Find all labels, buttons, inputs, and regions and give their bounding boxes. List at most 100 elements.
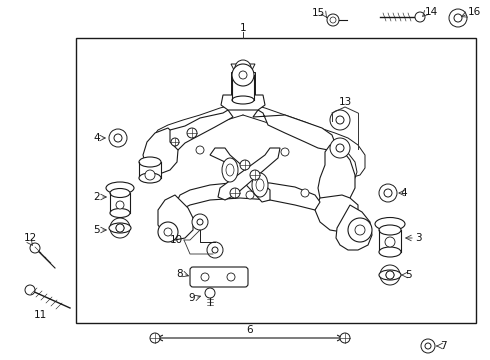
Circle shape — [240, 65, 246, 71]
Circle shape — [386, 271, 394, 279]
Ellipse shape — [109, 223, 131, 233]
Circle shape — [114, 134, 122, 142]
Text: 2: 2 — [94, 192, 100, 202]
Bar — [232, 75, 254, 100]
Ellipse shape — [252, 173, 268, 197]
Circle shape — [449, 9, 467, 27]
Text: 11: 11 — [33, 310, 47, 320]
Text: 15: 15 — [312, 8, 325, 18]
Polygon shape — [336, 205, 372, 250]
Circle shape — [150, 333, 160, 343]
Circle shape — [355, 225, 365, 235]
Circle shape — [246, 191, 254, 199]
Text: 14: 14 — [425, 7, 438, 17]
Text: 3: 3 — [415, 233, 421, 243]
Ellipse shape — [256, 179, 264, 191]
Circle shape — [384, 189, 392, 197]
Ellipse shape — [110, 208, 130, 217]
Polygon shape — [253, 110, 335, 150]
Circle shape — [415, 12, 425, 22]
Bar — [110, 193, 130, 213]
Polygon shape — [231, 64, 255, 72]
Polygon shape — [175, 182, 320, 210]
Circle shape — [212, 247, 218, 253]
Circle shape — [379, 184, 397, 202]
Text: 1: 1 — [240, 23, 246, 33]
Circle shape — [336, 144, 344, 152]
Bar — [379, 230, 401, 252]
Ellipse shape — [110, 189, 130, 198]
Ellipse shape — [222, 158, 238, 182]
Polygon shape — [143, 128, 178, 173]
Circle shape — [205, 288, 215, 298]
Circle shape — [232, 64, 254, 86]
Circle shape — [196, 146, 204, 154]
Ellipse shape — [139, 173, 161, 183]
Ellipse shape — [226, 164, 234, 176]
Circle shape — [380, 265, 400, 285]
Circle shape — [116, 224, 124, 232]
Ellipse shape — [227, 273, 235, 281]
Circle shape — [109, 129, 127, 147]
Text: 6: 6 — [246, 325, 253, 335]
FancyBboxPatch shape — [190, 267, 248, 287]
Ellipse shape — [375, 217, 405, 230]
Circle shape — [116, 201, 124, 209]
Circle shape — [421, 339, 435, 353]
Text: 4: 4 — [400, 188, 407, 198]
Circle shape — [192, 214, 208, 230]
Ellipse shape — [379, 270, 401, 280]
Text: 9: 9 — [188, 293, 195, 303]
Ellipse shape — [232, 96, 254, 104]
Circle shape — [187, 128, 197, 138]
Circle shape — [340, 333, 350, 343]
Circle shape — [230, 188, 240, 198]
Circle shape — [158, 222, 178, 242]
Polygon shape — [315, 195, 358, 232]
Text: 5: 5 — [405, 270, 412, 280]
Text: 8: 8 — [176, 269, 183, 279]
Ellipse shape — [379, 225, 401, 235]
Circle shape — [250, 170, 260, 180]
Text: 5: 5 — [94, 225, 100, 235]
Circle shape — [239, 71, 247, 79]
Circle shape — [330, 138, 350, 158]
Circle shape — [145, 170, 155, 180]
Circle shape — [240, 160, 250, 170]
Circle shape — [197, 219, 203, 225]
Text: 13: 13 — [339, 97, 352, 107]
Polygon shape — [158, 195, 193, 240]
Circle shape — [385, 237, 395, 247]
Text: 16: 16 — [468, 7, 481, 17]
Polygon shape — [318, 145, 355, 207]
Circle shape — [301, 189, 309, 197]
Bar — [139, 162, 161, 178]
Ellipse shape — [201, 273, 209, 281]
Polygon shape — [218, 148, 280, 200]
Polygon shape — [163, 110, 233, 152]
Circle shape — [336, 116, 344, 124]
Text: 10: 10 — [170, 235, 183, 245]
Circle shape — [327, 14, 339, 26]
Circle shape — [116, 224, 124, 232]
Polygon shape — [221, 95, 265, 110]
Ellipse shape — [139, 157, 161, 167]
Circle shape — [281, 148, 289, 156]
Circle shape — [25, 285, 35, 295]
Polygon shape — [210, 148, 270, 202]
Text: 12: 12 — [24, 233, 37, 243]
Circle shape — [110, 218, 130, 238]
Ellipse shape — [106, 182, 134, 194]
Text: 7: 7 — [440, 341, 446, 351]
Circle shape — [207, 242, 223, 258]
Circle shape — [330, 17, 336, 23]
Bar — [231, 72, 255, 102]
Circle shape — [348, 218, 372, 242]
Circle shape — [164, 228, 172, 236]
Text: 4: 4 — [94, 133, 100, 143]
Circle shape — [386, 271, 394, 279]
Circle shape — [425, 343, 431, 349]
Circle shape — [171, 138, 179, 146]
Circle shape — [330, 110, 350, 130]
Circle shape — [30, 243, 40, 253]
